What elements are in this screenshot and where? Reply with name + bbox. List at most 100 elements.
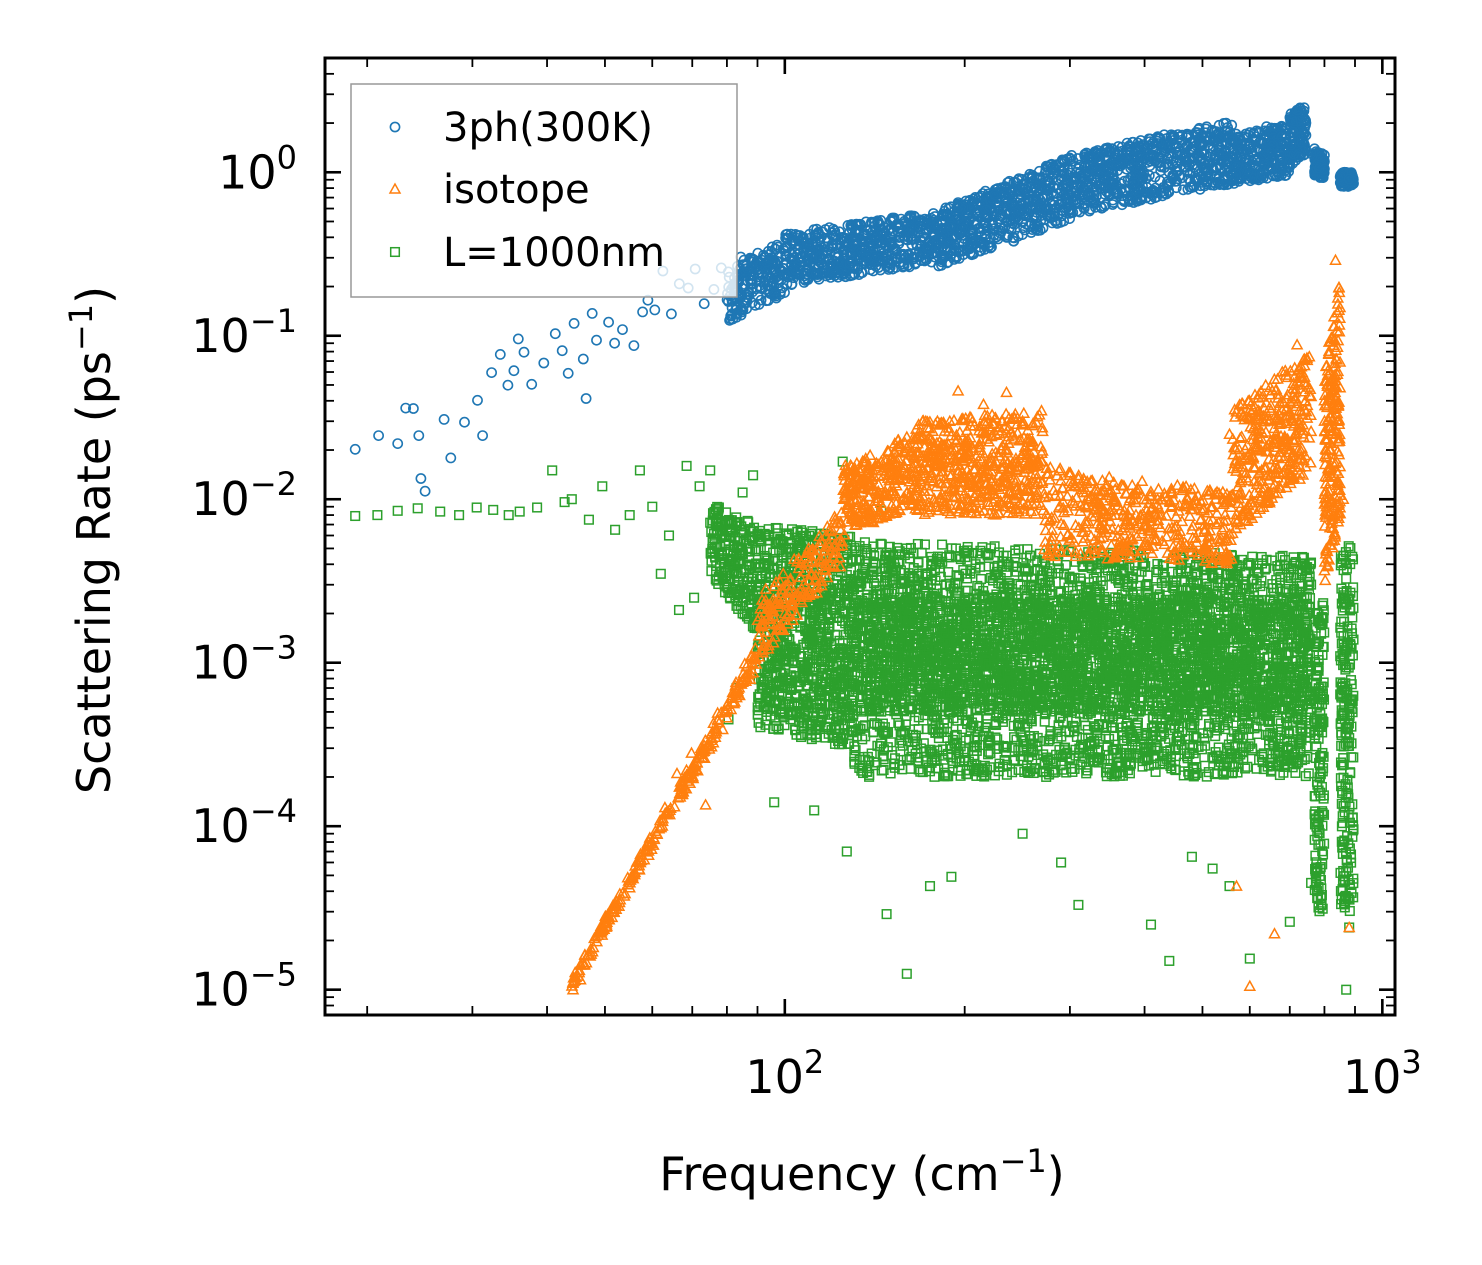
data-point-square [807, 526, 818, 537]
data-point-square [729, 565, 740, 577]
data-point-square [814, 720, 825, 731]
data-point-square [707, 508, 719, 519]
data-point-square [741, 611, 753, 622]
data-point-square [726, 586, 737, 598]
data-point-square [710, 574, 721, 585]
data-point-square [837, 615, 848, 626]
data-point-square [756, 536, 767, 547]
data-point-square [785, 670, 796, 681]
data-point-square [759, 701, 770, 713]
data-point-square [763, 535, 774, 546]
data-point-square [775, 533, 786, 545]
data-point-square [807, 638, 818, 649]
data-point-square [786, 684, 797, 695]
data-point-square [793, 540, 804, 551]
data-point-square [770, 697, 782, 708]
data-point-square [796, 712, 807, 723]
data-point-square [836, 647, 847, 658]
data-point-square [805, 628, 816, 639]
data-point-square [823, 594, 835, 605]
data-point-square [773, 723, 784, 734]
data-point-square [820, 722, 831, 733]
data-point-square [838, 649, 849, 661]
data-point-square [713, 502, 724, 513]
data-point-square [732, 571, 743, 582]
data-point-square [786, 672, 797, 683]
data-point-square [756, 674, 767, 685]
data-point-square [732, 596, 744, 607]
data-point-square [801, 663, 812, 674]
data-point-square [817, 656, 828, 668]
data-point-square [823, 623, 834, 634]
data-point-square [720, 538, 731, 549]
data-point-square [777, 708, 788, 719]
data-point-square [807, 654, 818, 665]
data-point-square [739, 564, 750, 576]
data-point-square [789, 649, 800, 660]
data-point-square [774, 695, 785, 706]
data-point-square [821, 629, 832, 640]
data-point-square [768, 553, 779, 565]
data-point-square [816, 689, 827, 700]
data-point-square [774, 650, 786, 661]
data-point-square [777, 536, 788, 547]
data-point-square [831, 710, 843, 721]
data-point-square [754, 573, 765, 585]
data-point-square [803, 536, 814, 547]
data-point-square [774, 660, 785, 671]
data-point-square [817, 709, 829, 720]
data-point-square [795, 622, 806, 633]
data-point-square [710, 551, 721, 562]
data-point-square [760, 719, 771, 730]
data-point-square [795, 530, 806, 542]
data-point-square [761, 553, 772, 564]
data-point-square [834, 739, 845, 750]
data-point-square [731, 549, 742, 560]
data-point-square [840, 576, 851, 587]
data-point-square [754, 689, 765, 700]
data-point-square [753, 691, 764, 702]
data-point-square [802, 666, 813, 677]
data-point-square [753, 529, 764, 541]
data-point-square [806, 692, 817, 703]
data-point-square [796, 525, 807, 536]
data-point-square [787, 710, 798, 721]
data-point-square [806, 528, 817, 539]
data-point-square [828, 692, 839, 703]
data-point-square [780, 681, 791, 693]
data-point-square [764, 572, 776, 583]
data-point-square [839, 678, 850, 689]
data-point-square [772, 523, 783, 534]
data-point-square [717, 571, 728, 582]
data-point-square [847, 554, 858, 565]
data-point-square [817, 670, 828, 681]
data-point-square [830, 607, 841, 619]
data-point-square [725, 518, 736, 529]
data-point-square [742, 576, 753, 588]
data-point-square [818, 663, 829, 674]
data-point-square [798, 705, 809, 716]
data-point-square [780, 659, 791, 670]
data-point-square [843, 738, 854, 749]
data-point-square [709, 534, 720, 545]
data-point-square [759, 676, 770, 687]
data-point-square [815, 605, 826, 616]
data-point-square [762, 560, 773, 571]
series-2 [350, 456, 1359, 995]
data-point-square [833, 667, 844, 678]
data-point-square [832, 728, 843, 739]
data-point-square [764, 529, 775, 541]
data-point-square [754, 580, 765, 591]
data-point-square [750, 546, 761, 557]
data-point-square [705, 517, 716, 528]
data-point-square [718, 565, 729, 576]
data-point-square [826, 639, 837, 651]
data-point-square [804, 631, 815, 642]
data-point-square [837, 698, 848, 710]
data-point-square [728, 547, 739, 558]
data-point-square [826, 674, 837, 685]
data-point-square [755, 559, 766, 570]
data-point-square [778, 552, 789, 563]
data-point-square [832, 660, 843, 671]
